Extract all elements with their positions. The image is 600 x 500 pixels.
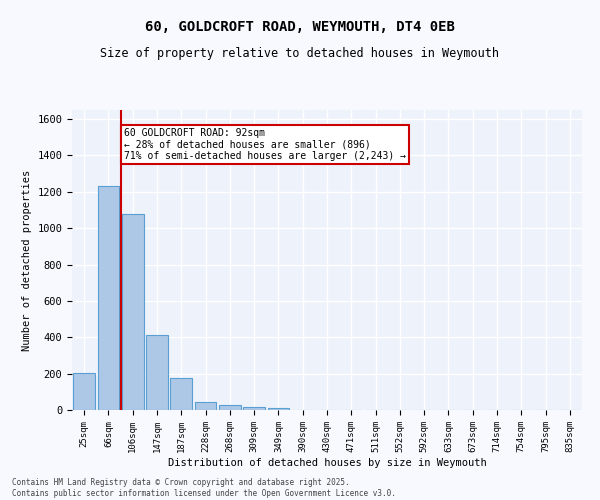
Bar <box>146 334 168 410</box>
Bar <box>243 408 265 410</box>
Y-axis label: Number of detached properties: Number of detached properties <box>22 170 32 350</box>
Text: Size of property relative to detached houses in Weymouth: Size of property relative to detached ho… <box>101 48 499 60</box>
Bar <box>97 186 119 410</box>
Bar <box>73 372 95 410</box>
Bar <box>194 402 217 410</box>
Bar <box>219 406 241 410</box>
X-axis label: Distribution of detached houses by size in Weymouth: Distribution of detached houses by size … <box>167 458 487 468</box>
Text: 60 GOLDCROFT ROAD: 92sqm
← 28% of detached houses are smaller (896)
71% of semi-: 60 GOLDCROFT ROAD: 92sqm ← 28% of detach… <box>124 128 406 162</box>
Text: 60, GOLDCROFT ROAD, WEYMOUTH, DT4 0EB: 60, GOLDCROFT ROAD, WEYMOUTH, DT4 0EB <box>145 20 455 34</box>
Text: Contains HM Land Registry data © Crown copyright and database right 2025.
Contai: Contains HM Land Registry data © Crown c… <box>12 478 396 498</box>
Bar <box>268 408 289 410</box>
Bar <box>122 214 143 410</box>
Bar <box>170 378 192 410</box>
